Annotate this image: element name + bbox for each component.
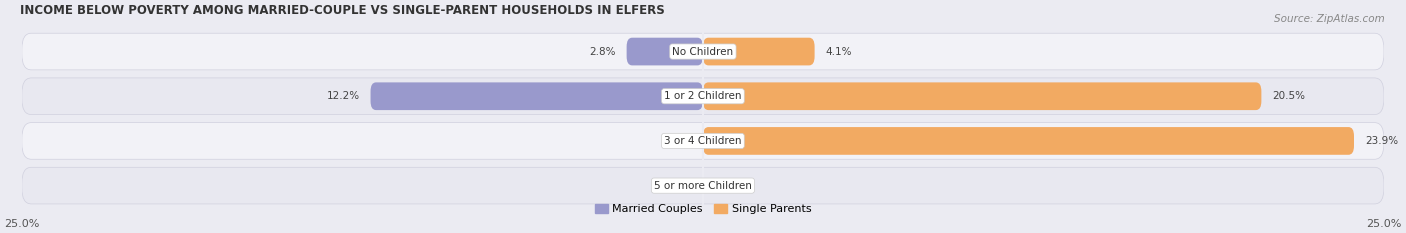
FancyBboxPatch shape — [22, 33, 1384, 70]
FancyBboxPatch shape — [371, 82, 703, 110]
Text: 0.0%: 0.0% — [666, 181, 692, 191]
Legend: Married Couples, Single Parents: Married Couples, Single Parents — [591, 199, 815, 219]
Text: 1 or 2 Children: 1 or 2 Children — [664, 91, 741, 101]
Text: 2.8%: 2.8% — [589, 47, 616, 57]
FancyBboxPatch shape — [627, 38, 703, 65]
FancyBboxPatch shape — [22, 78, 1384, 115]
Text: 12.2%: 12.2% — [326, 91, 360, 101]
FancyBboxPatch shape — [703, 38, 814, 65]
FancyBboxPatch shape — [22, 167, 1384, 204]
Text: 0.0%: 0.0% — [666, 136, 692, 146]
Text: No Children: No Children — [672, 47, 734, 57]
Text: 0.0%: 0.0% — [714, 181, 740, 191]
Text: 4.1%: 4.1% — [825, 47, 852, 57]
Text: 23.9%: 23.9% — [1365, 136, 1398, 146]
FancyBboxPatch shape — [703, 82, 1261, 110]
FancyBboxPatch shape — [22, 123, 1384, 159]
FancyBboxPatch shape — [703, 127, 1354, 155]
Text: 20.5%: 20.5% — [1272, 91, 1305, 101]
Text: 5 or more Children: 5 or more Children — [654, 181, 752, 191]
Text: Source: ZipAtlas.com: Source: ZipAtlas.com — [1274, 14, 1385, 24]
Text: 3 or 4 Children: 3 or 4 Children — [664, 136, 741, 146]
Text: INCOME BELOW POVERTY AMONG MARRIED-COUPLE VS SINGLE-PARENT HOUSEHOLDS IN ELFERS: INCOME BELOW POVERTY AMONG MARRIED-COUPL… — [21, 4, 665, 17]
